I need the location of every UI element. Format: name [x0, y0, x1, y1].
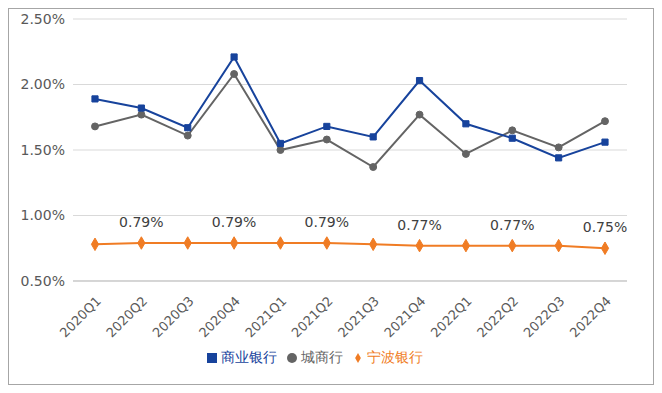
- svg-text:2021Q1: 2021Q1: [242, 293, 289, 340]
- svg-text:2020Q4: 2020Q4: [196, 293, 243, 340]
- svg-text:0.79%: 0.79%: [212, 214, 256, 230]
- svg-text:2.50%: 2.50%: [21, 11, 65, 27]
- svg-text:0.79%: 0.79%: [305, 214, 349, 230]
- svg-text:0.77%: 0.77%: [397, 217, 441, 233]
- svg-text:2021Q3: 2021Q3: [335, 293, 382, 340]
- html-text:宁波银行: 宁波银行: [367, 349, 423, 365]
- html-text:城商行: 城商行: [301, 349, 343, 365]
- svg-text:2022Q1: 2022Q1: [428, 293, 475, 340]
- svg-text:2022Q2: 2022Q2: [474, 293, 521, 340]
- html-text:商业银行: 商业银行: [221, 349, 277, 365]
- svg-text:2020Q2: 2020Q2: [103, 293, 150, 340]
- svg-text:1.50%: 1.50%: [21, 142, 65, 158]
- svg-text:2.00%: 2.00%: [21, 76, 65, 92]
- svg-text:0.75%: 0.75%: [583, 219, 627, 235]
- svg-text:2022Q3: 2022Q3: [520, 293, 567, 340]
- svg-text:2020Q1: 2020Q1: [57, 293, 104, 340]
- svg-text:0.77%: 0.77%: [490, 217, 534, 233]
- svg-text:2020Q3: 2020Q3: [150, 293, 197, 340]
- svg-text:1.00%: 1.00%: [21, 207, 65, 223]
- svg-text:2021Q4: 2021Q4: [381, 293, 428, 340]
- svg-text:0.50%: 0.50%: [21, 273, 65, 289]
- svg-text:2022Q4: 2022Q4: [567, 293, 614, 340]
- svg-text:0.79%: 0.79%: [119, 214, 163, 230]
- svg-text:2021Q2: 2021Q2: [289, 293, 336, 340]
